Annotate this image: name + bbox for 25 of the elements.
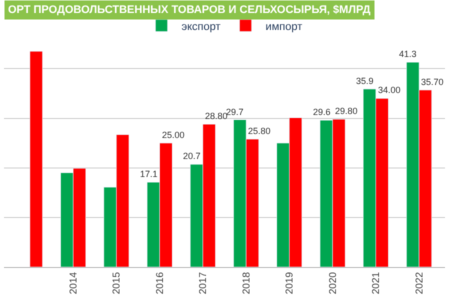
x-tick-label: 2021 [371, 272, 382, 294]
legend-label: экспорт [182, 20, 221, 33]
data-label: 28.80 [205, 111, 228, 121]
data-label: 17.1 [140, 169, 158, 179]
x-tick-label: 2020 [328, 272, 339, 294]
x-tick-label: 2017 [198, 272, 210, 294]
data-label: 29.7 [226, 107, 244, 117]
bar [30, 51, 43, 267]
x-tick-label: 2018 [241, 272, 252, 294]
legend-label: импорт [266, 20, 302, 33]
data-label: 25.00 [162, 130, 185, 140]
data-label: 25.80 [248, 126, 271, 136]
data-label: 35.9 [356, 76, 374, 86]
data-label: 29.6 [313, 107, 331, 117]
data-label: 20.7 [183, 151, 201, 161]
data-label: 35.70 [421, 77, 444, 87]
x-tick-label: 2016 [154, 272, 166, 294]
chart-title: ОРТ ПРОДОВОЛЬСТВЕННЫХ ТОВАРОВ И СЕЛЬХОСЫРЬЯ, $МЛРД [8, 4, 371, 16]
data-label: 41.3 [399, 49, 417, 59]
data-label: 34.00 [378, 85, 401, 95]
x-tick-label: 2019 [284, 272, 296, 294]
data-label: 29.80 [335, 106, 358, 116]
x-tick-label: 2015 [112, 272, 123, 294]
x-tick-label: 2022 [414, 272, 426, 294]
x-tick-label: 2014 [68, 272, 80, 294]
